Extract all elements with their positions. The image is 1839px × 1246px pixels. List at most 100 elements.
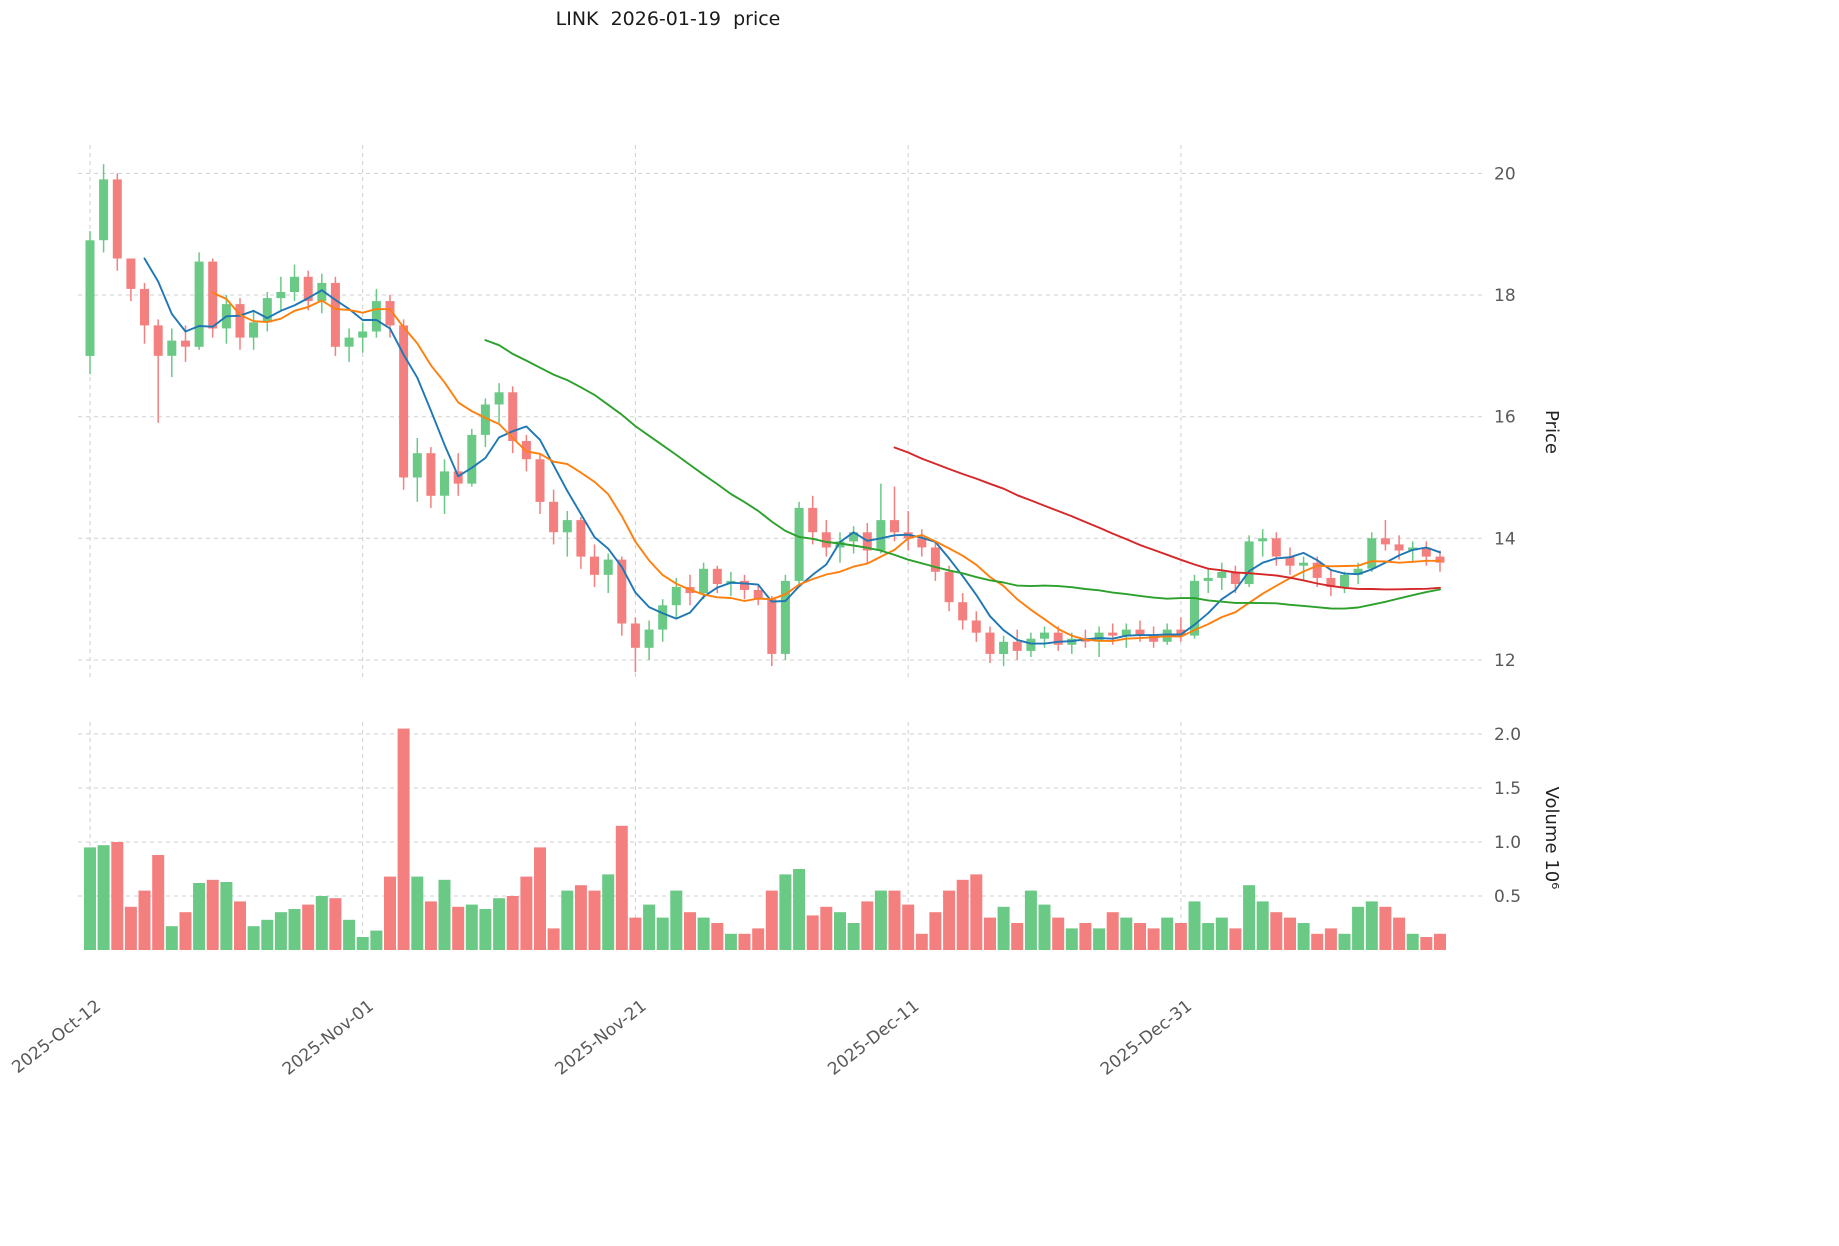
volume-bar	[547, 928, 560, 950]
candle-body	[1258, 538, 1268, 542]
candle-body	[153, 325, 163, 356]
candle-body	[930, 547, 940, 572]
candle-body	[740, 580, 749, 590]
volume-bar	[765, 890, 778, 950]
candle-body	[999, 641, 1009, 654]
candle-body	[330, 282, 340, 347]
volume-bar	[288, 909, 301, 950]
volume-bar	[1311, 933, 1324, 950]
candle-body	[876, 520, 886, 551]
volume-bars-layer	[84, 728, 1446, 950]
candle-body	[112, 179, 122, 259]
volume-bar	[479, 909, 492, 950]
volume-bar	[834, 912, 846, 950]
candle-body	[644, 629, 654, 648]
candle-body	[890, 520, 899, 533]
volume-bar	[1420, 937, 1433, 950]
volume-bar	[1365, 901, 1378, 950]
volume-tick-label: 1.0	[1494, 833, 1521, 853]
candle-body	[85, 240, 95, 356]
volume-bar	[874, 890, 887, 950]
volume-bar	[234, 901, 246, 950]
ma-line-60	[893, 446, 1441, 591]
volume-bar	[915, 933, 928, 950]
volume-bar	[1352, 906, 1365, 950]
volume-bar	[956, 879, 969, 950]
candle-body	[453, 471, 463, 484]
volume-bar	[724, 933, 737, 950]
volume-bar	[506, 896, 519, 950]
candle-body	[1149, 635, 1159, 642]
volume-bar	[493, 898, 506, 950]
volume-bar	[752, 928, 765, 950]
candle-body	[753, 590, 763, 600]
volume-bar	[997, 906, 1010, 950]
candle-body	[658, 605, 668, 630]
candle-body	[1012, 641, 1022, 651]
volume-bar	[943, 890, 956, 950]
volume-bar	[534, 847, 546, 950]
volume-bar	[1024, 890, 1037, 950]
volume-bar	[806, 915, 819, 950]
volume-bar	[847, 923, 860, 950]
candle-body	[194, 261, 204, 347]
volume-bar	[274, 912, 287, 950]
volume-bar	[424, 901, 437, 950]
volume-bar	[247, 926, 260, 950]
volume-bar	[1106, 912, 1119, 950]
volume-bar	[1202, 923, 1215, 950]
volume-bar	[984, 917, 996, 950]
candle-body	[208, 261, 218, 329]
candle-body	[590, 556, 599, 575]
volume-bar	[970, 874, 983, 950]
volume-bar	[1038, 904, 1051, 950]
volume-bar	[315, 896, 328, 950]
volume-bar	[670, 890, 683, 950]
candle-body	[371, 301, 381, 332]
volume-bar	[452, 906, 465, 950]
volume-bar	[193, 883, 206, 950]
volume-bar	[370, 930, 383, 950]
candle-body	[344, 337, 354, 347]
candle-body	[99, 179, 109, 241]
x-tick-label: 2025-Nov-01	[279, 996, 378, 1079]
candle-body	[181, 340, 190, 347]
candle-body	[508, 392, 518, 441]
volume-bar	[902, 904, 915, 950]
candle-body	[1285, 556, 1295, 566]
volume-bar	[261, 919, 274, 950]
volume-tick-label: 0.5	[1494, 887, 1521, 907]
candle-body	[440, 471, 449, 496]
volume-bar	[97, 845, 110, 950]
volume-bar	[1161, 917, 1174, 950]
candle-body	[849, 532, 859, 542]
candle-body	[140, 288, 149, 326]
volume-bar	[656, 917, 669, 950]
price-tick-label: 14	[1494, 529, 1516, 549]
candle-body	[480, 404, 490, 435]
volume-bar	[697, 917, 710, 950]
volume-bar	[1284, 917, 1296, 950]
volume-bar	[1065, 928, 1078, 950]
volume-bar	[888, 890, 901, 950]
ma-line-10	[211, 291, 1441, 643]
volume-bar	[206, 879, 219, 950]
volume-bar	[1338, 933, 1351, 950]
volume-bar	[520, 876, 533, 950]
volume-axis-title: Volume 10⁶	[1541, 787, 1562, 890]
candle-body	[126, 258, 136, 289]
candle-body	[399, 325, 409, 478]
volume-bar	[793, 869, 806, 950]
volume-bar	[820, 906, 833, 950]
candle-body	[1135, 629, 1145, 636]
volume-bar	[1147, 928, 1160, 950]
candle-body	[1203, 577, 1213, 581]
volume-bar	[124, 906, 137, 950]
volume-bar	[111, 842, 124, 950]
x-tick-label: 2025-Nov-21	[552, 996, 651, 1079]
candle-body	[617, 559, 627, 624]
price-tick-label: 16	[1494, 408, 1516, 428]
candle-body	[1367, 538, 1377, 569]
volume-bar	[574, 885, 587, 950]
